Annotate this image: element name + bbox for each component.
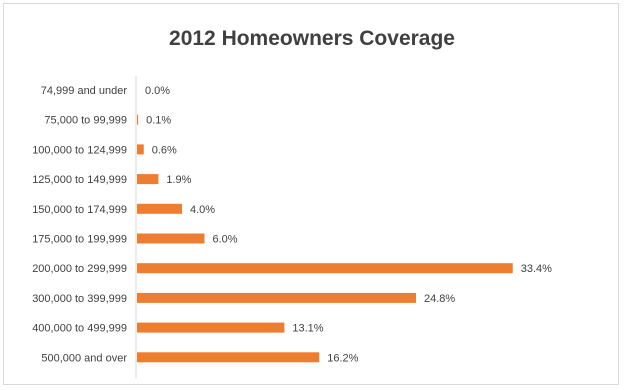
category-label: 300,000 to 399,999: [32, 293, 127, 305]
category-label: 75,000 to 99,999: [44, 115, 127, 127]
bar: [137, 352, 320, 363]
data-label: 1.9%: [166, 174, 191, 186]
chart-title: 2012 Homeowners Coverage: [169, 27, 455, 50]
bar: [137, 114, 139, 125]
bar: [137, 322, 285, 333]
category-label: 175,000 to 199,999: [32, 234, 127, 246]
bar: [137, 263, 513, 274]
chart-frame: [3, 3, 619, 385]
bar: [137, 174, 159, 185]
data-label: 24.8%: [424, 293, 455, 305]
data-label: 16.2%: [327, 352, 358, 364]
data-labels: 0.0% 0.1% 0.6% 1.9% 4.0% 6.0% 33.4% 24.8% 13.1% 1…: [145, 85, 552, 364]
bar: [137, 203, 182, 214]
category-label: 500,000 and over: [41, 352, 127, 364]
data-label: 13.1%: [292, 323, 323, 335]
data-label: 0.6%: [152, 144, 177, 156]
category-label: 200,000 to 299,999: [32, 263, 127, 275]
category-label: 150,000 to 174,999: [32, 204, 127, 216]
bar: [137, 233, 205, 244]
data-label: 33.4%: [521, 263, 552, 275]
data-label: 6.0%: [213, 234, 238, 246]
category-label: 74,999 and under: [41, 85, 128, 97]
data-label: 0.0%: [145, 85, 170, 97]
category-label: 125,000 to 149,999: [32, 174, 127, 186]
bar: [137, 144, 144, 155]
data-label: 4.0%: [190, 204, 215, 216]
data-label: 0.1%: [146, 115, 171, 127]
category-label: 100,000 to 124,999: [32, 144, 127, 156]
bars: [137, 114, 513, 363]
bar: [137, 292, 416, 303]
category-label: 400,000 to 499,999: [32, 323, 127, 335]
category-labels: 74,999 and under 75,000 to 99,999 100,000 …: [32, 85, 127, 364]
